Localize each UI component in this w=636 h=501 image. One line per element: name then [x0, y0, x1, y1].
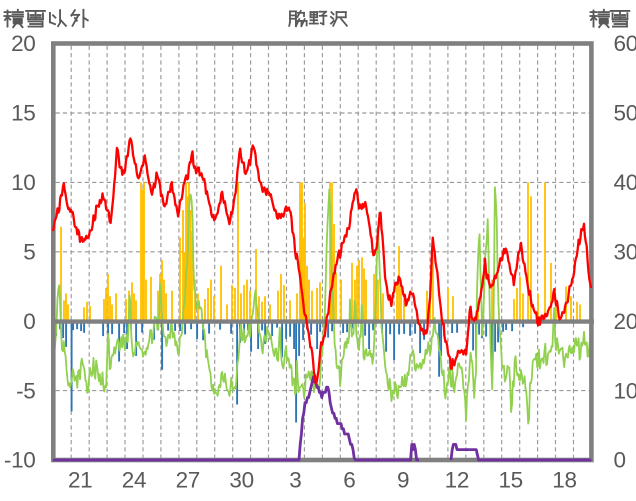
svg-text:18: 18 [552, 468, 576, 493]
svg-text:27: 27 [176, 468, 200, 493]
svg-text:30: 30 [614, 239, 636, 264]
svg-text:60: 60 [614, 31, 636, 56]
svg-text:6: 6 [343, 468, 355, 493]
svg-text:40: 40 [614, 170, 636, 195]
svg-text:-10: -10 [4, 448, 36, 473]
svg-text:-5: -5 [16, 378, 35, 403]
svg-text:20: 20 [11, 31, 35, 56]
svg-text:20: 20 [614, 309, 636, 334]
svg-text:12: 12 [445, 468, 469, 493]
svg-text:3: 3 [289, 468, 301, 493]
svg-text:50: 50 [614, 101, 636, 126]
svg-text:15: 15 [498, 468, 522, 493]
svg-text:10: 10 [11, 170, 35, 195]
svg-text:21: 21 [68, 468, 92, 493]
svg-text:0: 0 [23, 309, 35, 334]
svg-text:9: 9 [397, 468, 409, 493]
svg-text:24: 24 [122, 468, 146, 493]
svg-text:30: 30 [229, 468, 253, 493]
svg-text:10: 10 [614, 378, 636, 403]
svg-text:0: 0 [614, 448, 626, 473]
svg-text:15: 15 [11, 101, 35, 126]
svg-text:5: 5 [23, 240, 35, 265]
